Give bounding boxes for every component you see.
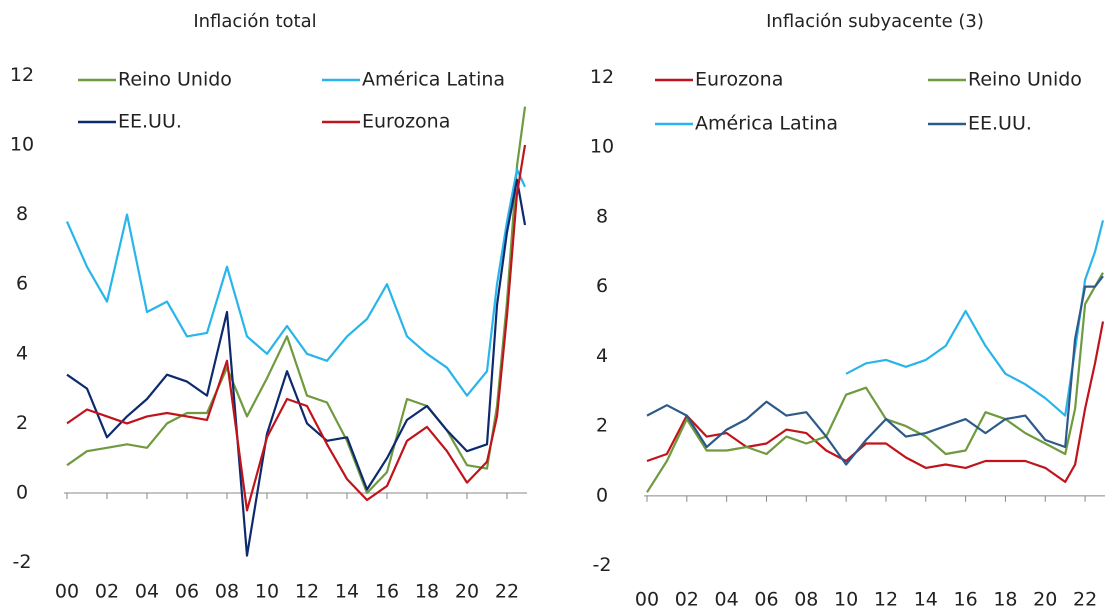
x-tick-label: 08 (215, 581, 239, 603)
y-tick-label: 6 (596, 275, 608, 297)
x-tick-label: 02 (95, 581, 119, 603)
x-tick-label: 10 (255, 581, 279, 603)
x-tick-label: 06 (175, 581, 199, 603)
x-tick-label: 08 (794, 589, 818, 611)
x-tick-label: 10 (834, 589, 858, 611)
x-tick-label: 04 (715, 589, 739, 611)
x-tick-label: 12 (874, 589, 898, 611)
legend-label: EE.UU. (118, 111, 182, 133)
legend-label: Reino Unido (968, 69, 1082, 91)
x-tick-label: 20 (455, 581, 479, 603)
y-tick-label: 6 (16, 273, 28, 295)
y-tick-label: 0 (16, 482, 28, 504)
x-tick-label: 20 (1033, 589, 1057, 611)
series-line (65, 168, 526, 397)
legend-label: EE.UU. (968, 113, 1032, 135)
legend-label: Eurozona (362, 111, 450, 133)
legend-label: América Latina (362, 69, 505, 91)
x-tick-label: 18 (993, 589, 1017, 611)
x-tick-label: 22 (495, 581, 519, 603)
y-tick-label: 4 (16, 342, 28, 364)
y-tick-label: 10 (590, 136, 614, 158)
x-tick-label: 00 (55, 581, 79, 603)
series-line (646, 272, 1104, 493)
x-tick-label: 16 (954, 589, 978, 611)
y-tick-label: -2 (593, 554, 612, 576)
chart-title: Inflación subyacente (3) (766, 11, 984, 32)
x-tick-label: 22 (1073, 589, 1097, 611)
y-tick-label: 8 (16, 203, 28, 225)
x-tick-label: 14 (914, 589, 938, 611)
x-tick-label: 14 (335, 581, 359, 603)
y-tick-label: 2 (16, 412, 28, 434)
series-line (66, 144, 527, 512)
series-line (845, 220, 1105, 417)
x-tick-label: 16 (375, 581, 399, 603)
y-tick-label: 10 (10, 134, 34, 156)
legend-label: América Latina (695, 113, 838, 135)
y-tick-label: 0 (596, 484, 608, 506)
y-tick-label: 2 (596, 415, 608, 437)
series-line (646, 321, 1105, 483)
y-tick-label: -2 (13, 551, 32, 573)
x-tick-label: 04 (135, 581, 159, 603)
x-tick-label: 00 (635, 589, 659, 611)
y-tick-label: 12 (10, 64, 34, 86)
x-tick-label: 12 (295, 581, 319, 603)
y-tick-label: 4 (596, 345, 608, 367)
chart-title: Inflación total (193, 11, 316, 32)
x-tick-label: 18 (415, 581, 439, 603)
y-tick-label: 12 (590, 66, 614, 88)
series-line (66, 106, 527, 495)
x-tick-label: 06 (754, 589, 778, 611)
series-line (66, 178, 527, 557)
legend-label: Eurozona (695, 69, 783, 91)
y-tick-label: 8 (596, 205, 608, 227)
series-line (646, 275, 1104, 466)
x-tick-label: 02 (675, 589, 699, 611)
legend-label: Reino Unido (118, 69, 232, 91)
